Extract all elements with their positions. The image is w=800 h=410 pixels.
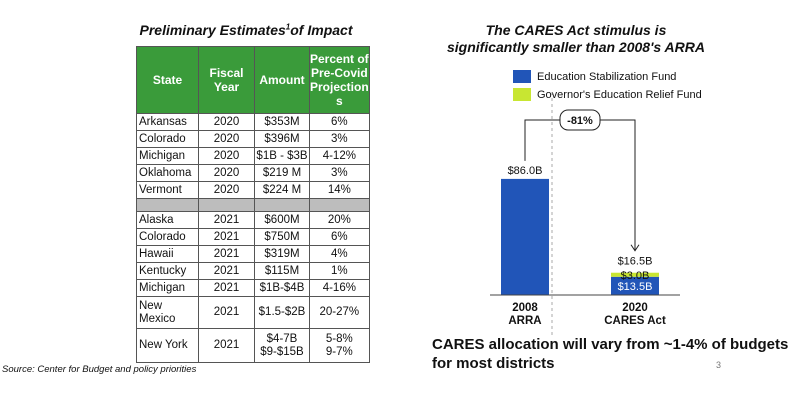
source-note: Source: Center for Budget and policy pri… xyxy=(2,364,197,375)
segment-label-stabilization: $13.5B xyxy=(618,281,653,293)
table-row: Alaska 2021 $600M 20% xyxy=(136,211,370,229)
legend-item-stabilization: Education Stabilization Fund xyxy=(513,70,676,83)
cell-percent: 14% xyxy=(309,181,370,199)
table-row: Vermont 2020 $224 M 14% xyxy=(136,181,370,199)
bar-0-0 xyxy=(501,178,549,295)
legend-item-relief: Governor's Education Relief Fund xyxy=(513,88,702,101)
category-label-line: 2008 xyxy=(512,302,538,314)
cell-amount: $750M xyxy=(254,228,310,246)
chart-title: The CARES Act stimulus is significantly … xyxy=(446,22,705,55)
header-state: State xyxy=(136,46,199,114)
category-label: 2008 ARRA xyxy=(508,302,541,327)
cell-amount: $4-7B $9-$15B xyxy=(254,328,310,363)
cell-state: Kentucky xyxy=(136,262,199,280)
legend-label-relief: Governor's Education Relief Fund xyxy=(537,88,702,101)
table-row: Michigan 2020 $1B - $3B 4-12% xyxy=(136,147,370,165)
cell-state: Colorado xyxy=(136,130,199,148)
header-amount: Amount xyxy=(254,46,310,114)
estimates-table: State Fiscal Year Amount Percent of Pre-… xyxy=(136,46,370,363)
page-number: 3 xyxy=(716,360,722,370)
cell-percent: 3% xyxy=(309,164,370,182)
bottom-statement: CARES allocation will vary from ~1-4% of… xyxy=(432,336,789,372)
cell-percent: 6% xyxy=(309,113,370,131)
category-label-line: 2020 xyxy=(622,302,648,314)
cell-year: 2021 xyxy=(198,328,255,363)
cell-state: Colorado xyxy=(136,228,199,246)
cell-percent: 4-16% xyxy=(309,279,370,297)
cell-percent: 6% xyxy=(309,228,370,246)
cell-year: 2020 xyxy=(198,130,255,148)
table-row: Oklahoma 2020 $219 M 3% xyxy=(136,164,370,182)
cell-year: 2021 xyxy=(198,228,255,246)
total-label-cares: $16.5B xyxy=(618,256,653,268)
cell-amount: $1B - $3B xyxy=(254,147,310,165)
change-arrowhead xyxy=(630,244,640,252)
separator-cell xyxy=(309,198,370,212)
segment-label-relief: $3.0B xyxy=(621,270,650,282)
table-row: New Mexico 2021 $1.5-$2B 20-27% xyxy=(136,296,370,329)
cell-state: Michigan xyxy=(136,147,199,165)
table-row: Colorado 2020 $396M 3% xyxy=(136,130,370,148)
cell-year: 2021 xyxy=(198,262,255,280)
cell-amount: $1.5-$2B xyxy=(254,296,310,329)
header-fiscal-year: Fiscal Year xyxy=(198,46,255,114)
bar-chart: $86.0B $16.5B $3.0B$13.5B -81% 2008 ARRA 2020 C… xyxy=(490,90,680,335)
table-row: Michigan 2021 $1B-$4B 4-16% xyxy=(136,279,370,297)
cell-year: 2021 xyxy=(198,245,255,263)
cell-state: Alaska xyxy=(136,211,199,229)
cell-amount: $396M xyxy=(254,130,310,148)
change-label: -81% xyxy=(567,115,593,127)
cell-state: Oklahoma xyxy=(136,164,199,182)
cell-amount: $319M xyxy=(254,245,310,263)
header-percent: Percent of Pre-Covid Projection s xyxy=(309,46,370,114)
table-row: Hawaii 2021 $319M 4% xyxy=(136,245,370,263)
cell-state: Arkansas xyxy=(136,113,199,131)
cell-year: 2021 xyxy=(198,296,255,329)
legend-swatch-stabilization xyxy=(513,70,531,83)
cell-percent: 1% xyxy=(309,262,370,280)
cell-percent: 4% xyxy=(309,245,370,263)
table-row: Arkansas 2020 $353M 6% xyxy=(136,113,370,131)
cell-year: 2021 xyxy=(198,279,255,297)
category-label-line: ARRA xyxy=(508,315,541,327)
cell-state: Vermont xyxy=(136,181,199,199)
cell-percent: 20% xyxy=(309,211,370,229)
separator-cell xyxy=(254,198,310,212)
separator-row xyxy=(136,198,370,212)
table-row: Kentucky 2021 $115M 1% xyxy=(136,262,370,280)
cell-amount: $353M xyxy=(254,113,310,131)
cell-year: 2020 xyxy=(198,164,255,182)
cell-year: 2021 xyxy=(198,211,255,229)
cell-state: New York xyxy=(136,328,199,363)
cell-year: 2020 xyxy=(198,113,255,131)
cell-amount: $1B-$4B xyxy=(254,279,310,297)
cell-state: Hawaii xyxy=(136,245,199,263)
bar-0-1 xyxy=(611,276,659,295)
cell-amount: $115M xyxy=(254,262,310,280)
cell-state: Michigan xyxy=(136,279,199,297)
bar-1-1 xyxy=(611,272,659,277)
cell-amount: $219 M xyxy=(254,164,310,182)
cell-amount: $224 M xyxy=(254,181,310,199)
cell-amount: $600M xyxy=(254,211,310,229)
category-label-line: CARES Act xyxy=(604,315,666,327)
table-row: New York 2021 $4-7B $9-$15B 5-8% 9-7% xyxy=(136,328,370,363)
legend-swatch-relief xyxy=(513,88,531,101)
change-badge xyxy=(559,109,601,131)
cell-percent: 5-8% 9-7% xyxy=(309,328,370,363)
cell-year: 2020 xyxy=(198,181,255,199)
category-label: 2020 CARES Act xyxy=(604,302,666,327)
cell-percent: 20-27% xyxy=(309,296,370,329)
cell-percent: 3% xyxy=(309,130,370,148)
cell-state: New Mexico xyxy=(136,296,199,329)
separator-cell xyxy=(136,198,199,212)
table-title: Preliminary Estimates1of Impact xyxy=(139,22,353,38)
table-row: Colorado 2021 $750M 6% xyxy=(136,228,370,246)
legend-label-stabilization: Education Stabilization Fund xyxy=(537,70,677,83)
cell-percent: 4-12% xyxy=(309,147,370,165)
cell-year: 2020 xyxy=(198,147,255,165)
total-label-arra: $86.0B xyxy=(508,165,543,177)
separator-cell xyxy=(198,198,255,212)
